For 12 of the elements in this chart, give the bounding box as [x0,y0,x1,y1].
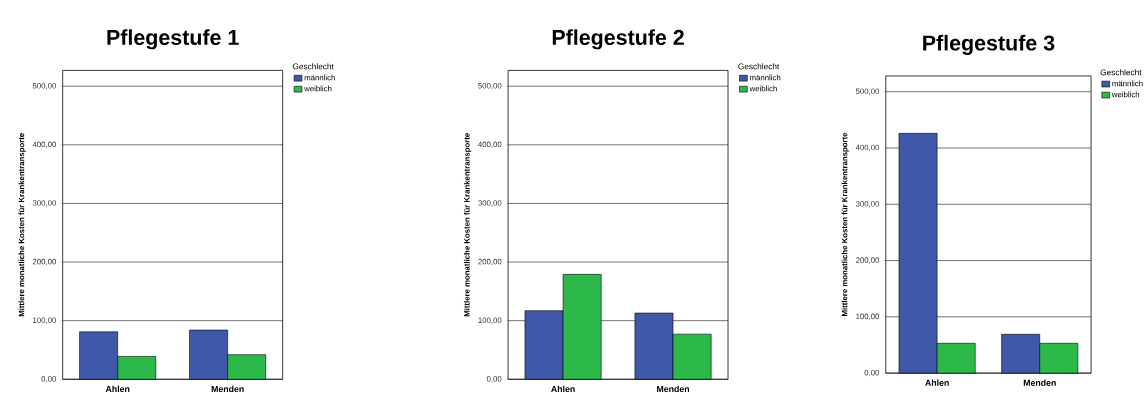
chart-title: Pflegestufe 1 [107,29,239,50]
x-tick-label: Menden [657,385,690,392]
x-tick-label: Ahlen [925,379,949,386]
legend-title: Geschlecht [738,63,780,70]
x-tick-label: Ahlen [105,385,130,392]
legend-title: Geschlecht [1100,69,1142,76]
chart-title: Pflegestufe 3 [923,34,1055,55]
x-tick-label: Menden [211,385,244,392]
x-tick-label: Menden [1023,379,1056,386]
legend-title: Geschlecht [292,63,334,70]
chart-title: Pflegestufe 2 [552,29,684,50]
x-tick-label: Ahlen [551,385,575,392]
